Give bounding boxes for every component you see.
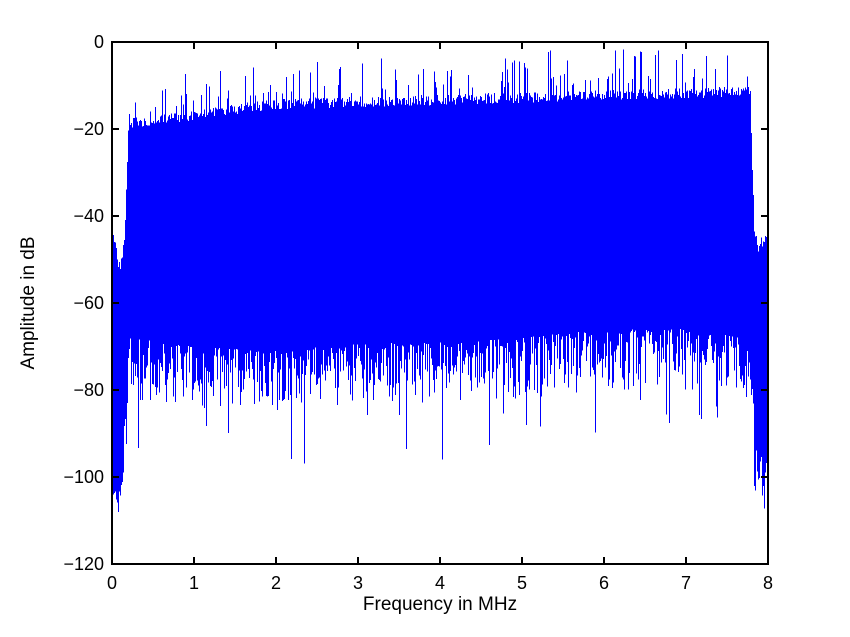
x-tick-label: 5: [517, 573, 527, 593]
x-tick-label: 1: [189, 573, 199, 593]
y-tick-label: −60: [73, 293, 104, 313]
plot-box: [111, 41, 769, 565]
y-tick-labels: 0 −20 −40 −60 −80 −100 −120: [63, 32, 104, 574]
x-tick-label: 7: [681, 573, 691, 593]
x-axis-label: Frequency in MHz: [363, 594, 517, 615]
x-tick-label: 0: [107, 573, 117, 593]
y-tick-label: −20: [73, 119, 104, 139]
spectrum-trace: [112, 49, 768, 512]
x-tick-label: 2: [271, 573, 281, 593]
x-tick-label: 3: [353, 573, 363, 593]
y-axis-label: Amplitude in dB: [18, 236, 39, 369]
x-tick-label: 6: [599, 573, 609, 593]
y-tick-label: −120: [63, 554, 104, 574]
x-tick-label: 4: [435, 573, 445, 593]
x-tick-labels: 0 1 2 3 4 5 6 7 8: [107, 573, 773, 593]
x-tick-label: 8: [763, 573, 773, 593]
y-tick-label: −40: [73, 206, 104, 226]
y-tick-label: 0: [94, 32, 104, 52]
y-tick-label: −80: [73, 380, 104, 400]
y-tick-label: −100: [63, 467, 104, 487]
